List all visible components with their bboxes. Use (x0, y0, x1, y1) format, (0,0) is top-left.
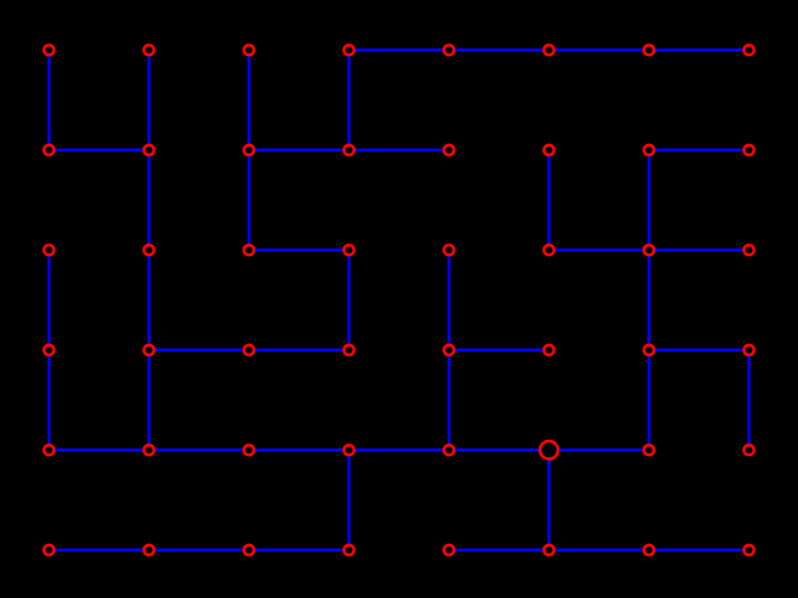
maze-node (242, 543, 256, 557)
maze-node (42, 443, 56, 457)
maze-node (142, 543, 156, 557)
maze-node (542, 143, 556, 157)
maze-node (42, 243, 56, 257)
maze-node (742, 543, 756, 557)
maze-node (242, 343, 256, 357)
current-node-marker (538, 439, 560, 461)
maze-node (642, 43, 656, 57)
maze-node (42, 143, 56, 157)
maze-node (742, 143, 756, 157)
maze-node (442, 243, 456, 257)
maze-node (542, 343, 556, 357)
maze-node (742, 343, 756, 357)
maze-node (742, 243, 756, 257)
maze-node (442, 143, 456, 157)
maze-node (642, 343, 656, 357)
edges-layer (47, 48, 751, 552)
maze-node (342, 543, 356, 557)
maze-node (242, 243, 256, 257)
maze-node (442, 43, 456, 57)
maze-node (342, 143, 356, 157)
maze-node (242, 43, 256, 57)
maze-node (542, 243, 556, 257)
maze-node (642, 443, 656, 457)
maze-node (642, 243, 656, 257)
maze-node (142, 443, 156, 457)
maze-node (42, 43, 56, 57)
maze-node (242, 443, 256, 457)
maze-node (442, 343, 456, 357)
nodes-layer (42, 43, 756, 557)
maze-node (142, 343, 156, 357)
maze-node (442, 443, 456, 457)
maze-node (742, 43, 756, 57)
maze-node (342, 43, 356, 57)
maze-node (342, 443, 356, 457)
maze-node (242, 143, 256, 157)
maze-node (42, 343, 56, 357)
maze-node (342, 343, 356, 357)
maze-node (342, 243, 356, 257)
maze-node (142, 143, 156, 157)
maze-node (642, 143, 656, 157)
maze-node (142, 243, 156, 257)
maze-node (742, 443, 756, 457)
maze-node (642, 543, 656, 557)
maze-node (542, 543, 556, 557)
maze-node (142, 43, 156, 57)
maze-node (442, 543, 456, 557)
maze-node (542, 43, 556, 57)
maze-node (42, 543, 56, 557)
